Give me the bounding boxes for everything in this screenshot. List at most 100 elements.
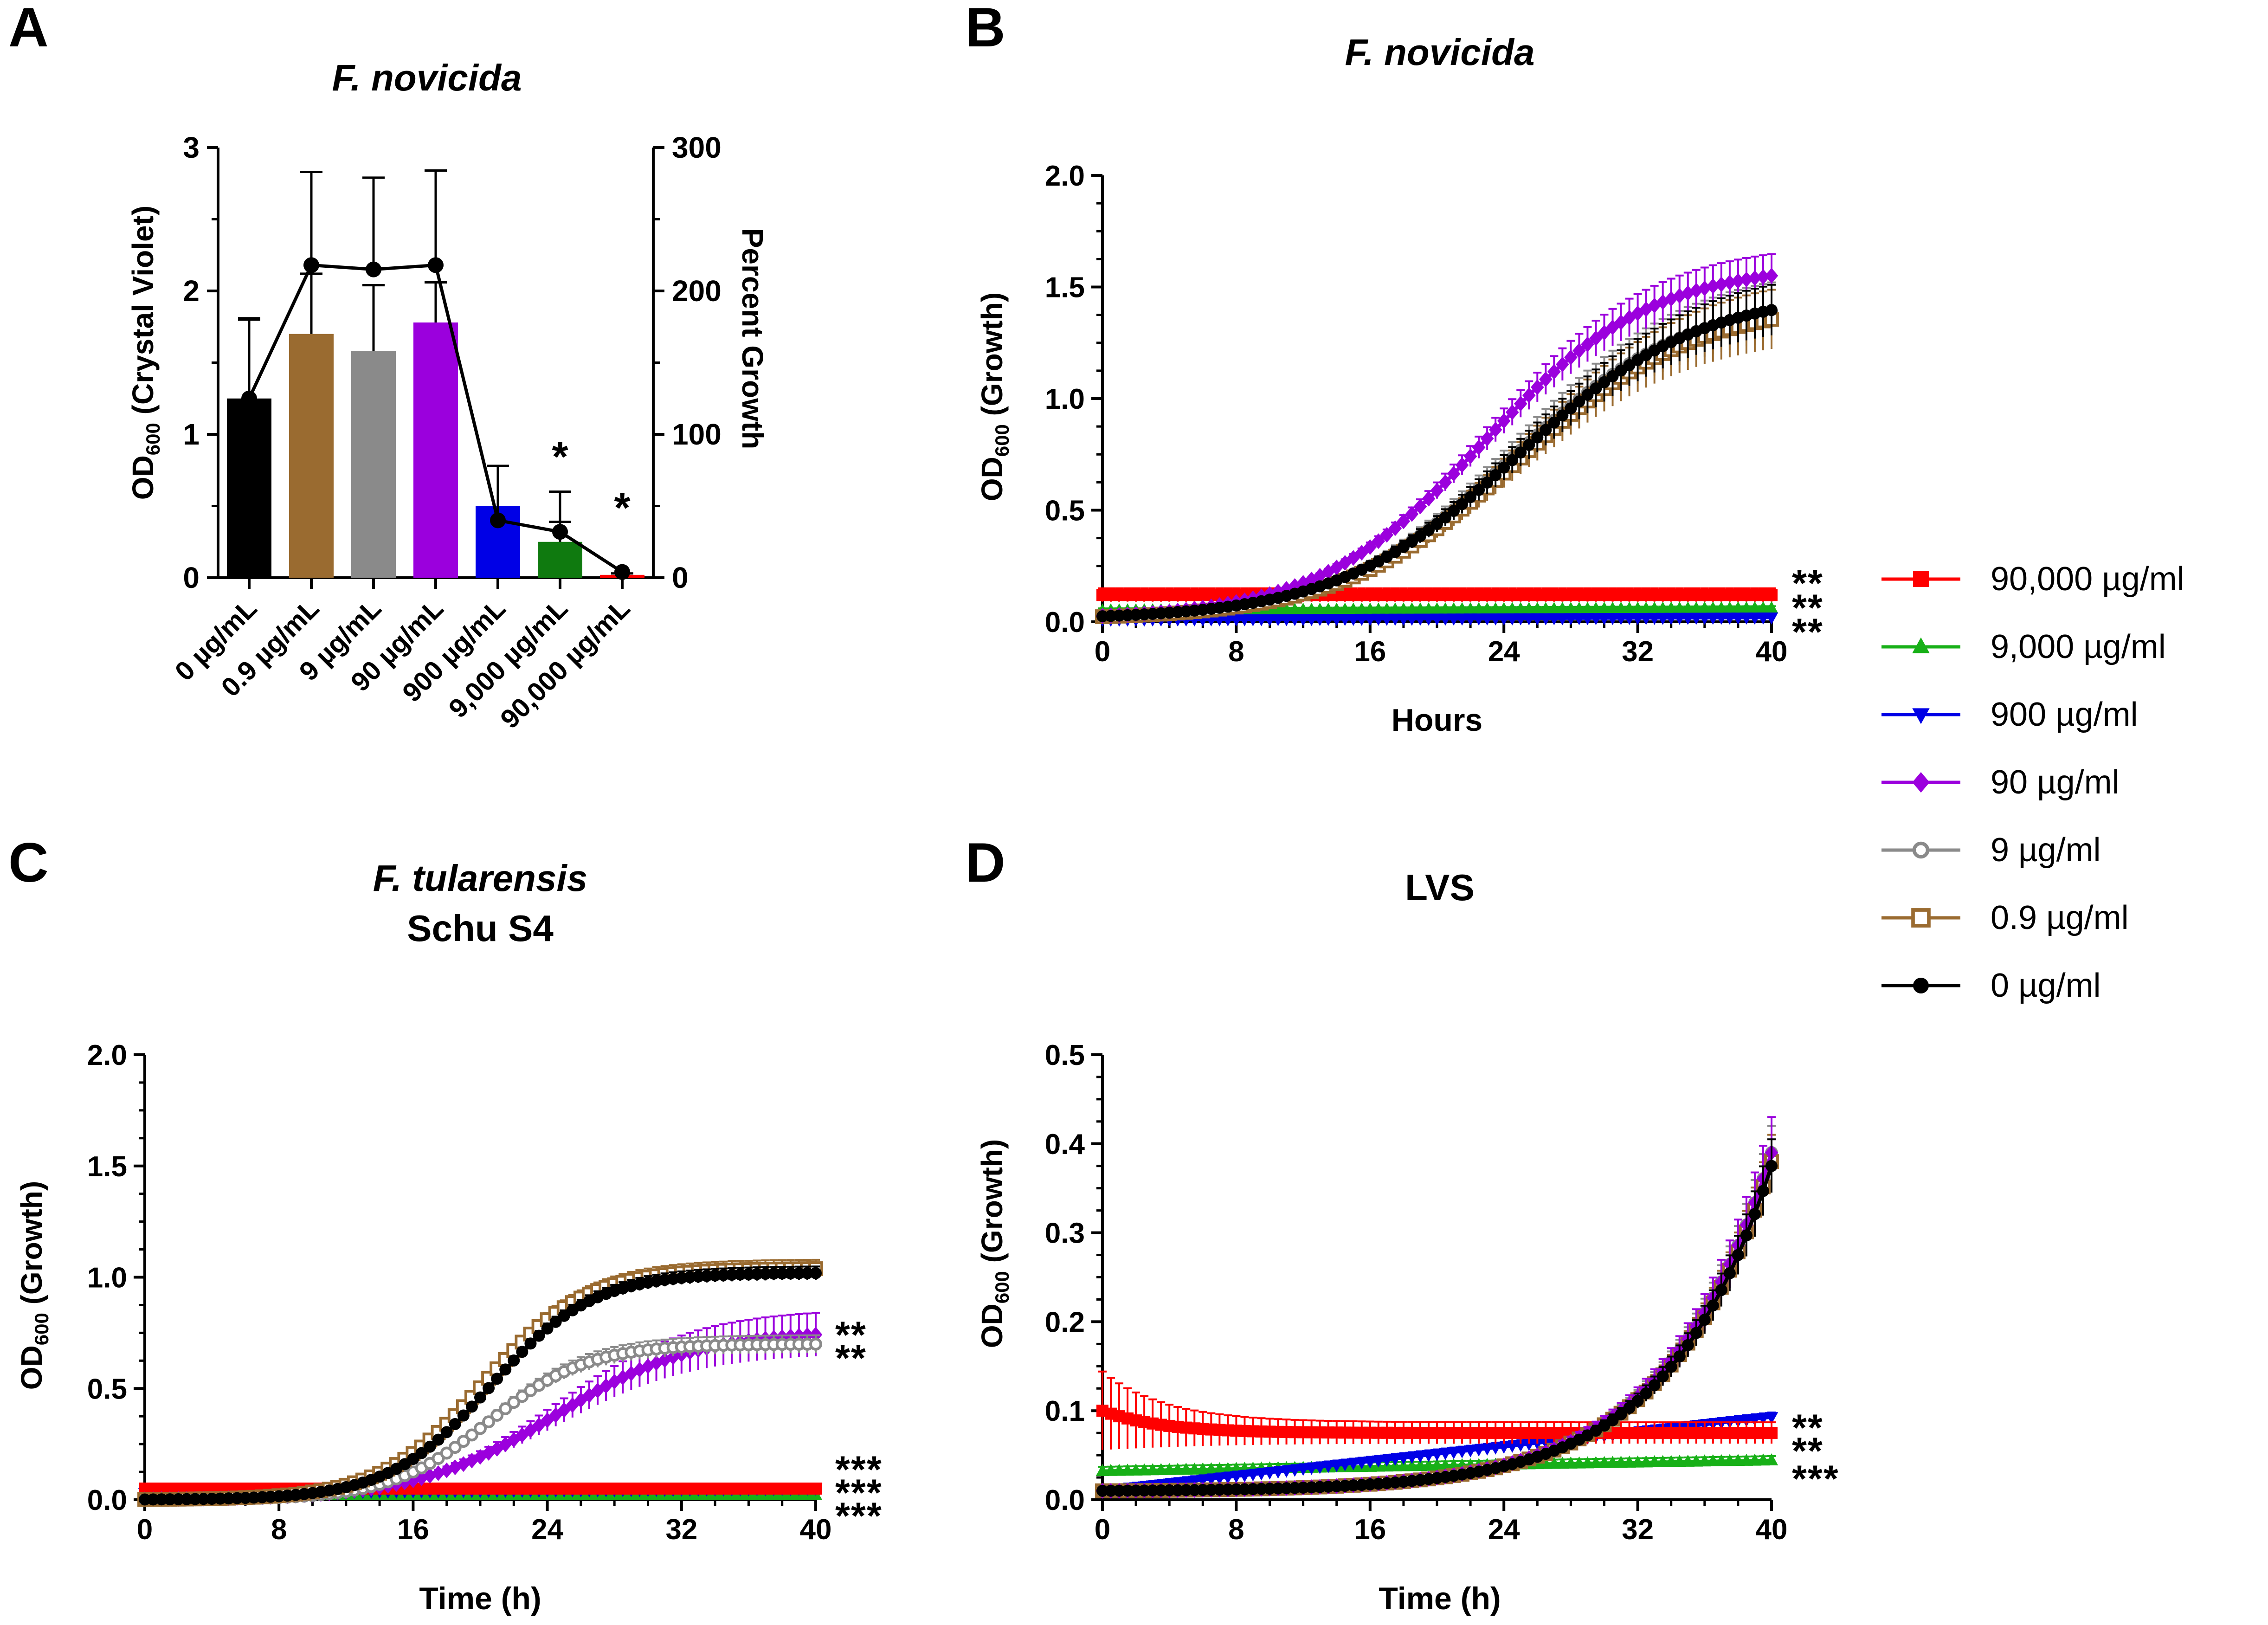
data-point [1271, 603, 1285, 615]
data-point [1740, 1415, 1753, 1427]
x-tick-label: 8 [271, 1514, 287, 1546]
data-point [607, 1374, 621, 1390]
data-point [1372, 1455, 1385, 1468]
data-point [1689, 283, 1703, 299]
data-point [1581, 601, 1594, 614]
data-point [1714, 601, 1728, 613]
x-tick-label: 8 [1228, 636, 1244, 668]
data-point [1438, 602, 1452, 614]
data-point [1355, 602, 1369, 615]
data-point [1330, 560, 1343, 575]
data-point [1305, 1463, 1318, 1475]
y-tick-label: 0.0 [1045, 606, 1085, 638]
y-tick-label: 1.5 [87, 1151, 127, 1183]
significance-marker: *** [835, 1495, 883, 1537]
data-point [1531, 431, 1544, 444]
data-point [1455, 602, 1469, 614]
data-point [1430, 1449, 1444, 1461]
panel-d-title: LVS [1405, 867, 1475, 908]
panel-d-plot: 0.00.10.20.30.40.50 8 16 24 32 40******* [1045, 1039, 1838, 1546]
data-point [1472, 1444, 1486, 1457]
panel-letter-c: C [8, 832, 49, 894]
data-point [1439, 511, 1452, 524]
data-point [1664, 601, 1678, 614]
data-point [1238, 1470, 1251, 1483]
data-point [1271, 1466, 1285, 1479]
y-tick-label: 0 [183, 561, 200, 594]
x-tick-label: 32 [1622, 1514, 1654, 1546]
data-point [541, 1322, 554, 1335]
data-point [1372, 533, 1385, 549]
x-tick-label: 0 [1095, 1514, 1110, 1546]
significance-marker: * [614, 485, 630, 531]
data-point [1581, 336, 1594, 352]
data-point [1447, 1447, 1461, 1459]
data-point [1363, 613, 1377, 626]
data-point [1321, 564, 1335, 580]
data-point [440, 1462, 453, 1478]
data-point [1355, 545, 1369, 561]
data-point [473, 1449, 487, 1465]
panel-c-title: F. tularensis [373, 858, 587, 899]
data-point [591, 1382, 605, 1399]
y-tick-label: 2.0 [87, 1039, 127, 1071]
data-point [1296, 1464, 1310, 1476]
growth-point [614, 564, 630, 580]
data-point [1556, 613, 1569, 625]
data-point [1505, 613, 1519, 625]
data-point [189, 1493, 201, 1505]
data-point [1731, 273, 1745, 289]
significance-marker: ** [1792, 611, 1823, 653]
data-point [1372, 613, 1385, 626]
data-point [1514, 602, 1527, 614]
data-point [1397, 613, 1411, 626]
data-point [1313, 1462, 1327, 1474]
data-point [490, 1408, 504, 1422]
y2-tick-label: 300 [672, 131, 722, 164]
data-point [1564, 349, 1578, 366]
data-point [1656, 601, 1669, 614]
significance-marker: ** [835, 1314, 867, 1356]
data-point [1430, 613, 1444, 626]
data-point [1463, 613, 1477, 626]
data-point [1363, 602, 1377, 615]
data-point [1589, 601, 1603, 614]
panel-c-ylabel: OD600 (Growth) [15, 1181, 52, 1390]
data-point [1564, 613, 1578, 625]
data-point [1488, 1442, 1502, 1455]
data-point [1405, 506, 1419, 522]
data-point [1230, 1471, 1243, 1483]
bar [289, 334, 334, 578]
data-point [1531, 379, 1544, 395]
data-point [1263, 614, 1276, 626]
panel-b: F. novicida 0.00.51.01.52.00 8 16 24 32 40***… [975, 32, 1823, 738]
data-point [658, 1352, 671, 1368]
data-point [1288, 1464, 1302, 1477]
data-point [1606, 601, 1619, 614]
data-point [1731, 601, 1745, 613]
data-point [1355, 613, 1369, 626]
data-point [1472, 602, 1486, 614]
data-point [1296, 614, 1310, 626]
data-point [1505, 602, 1519, 614]
bar [413, 322, 458, 578]
significance-marker: ** [835, 1337, 867, 1380]
data-point [424, 1440, 436, 1453]
data-point [1271, 614, 1285, 626]
data-point [1689, 613, 1703, 625]
data-point [1765, 612, 1778, 625]
y2-tick-label: 200 [672, 274, 722, 308]
data-point [1456, 498, 1469, 510]
x-tick-label: 32 [665, 1514, 697, 1546]
data-point [1422, 602, 1436, 615]
data-point [1656, 294, 1669, 310]
data-point [1756, 613, 1770, 625]
data-point [1472, 613, 1486, 626]
data-point [1572, 601, 1586, 614]
significance-marker: ** [1792, 587, 1823, 629]
data-point [751, 1268, 763, 1280]
data-point [1187, 1476, 1201, 1488]
data-point [1263, 1467, 1276, 1480]
